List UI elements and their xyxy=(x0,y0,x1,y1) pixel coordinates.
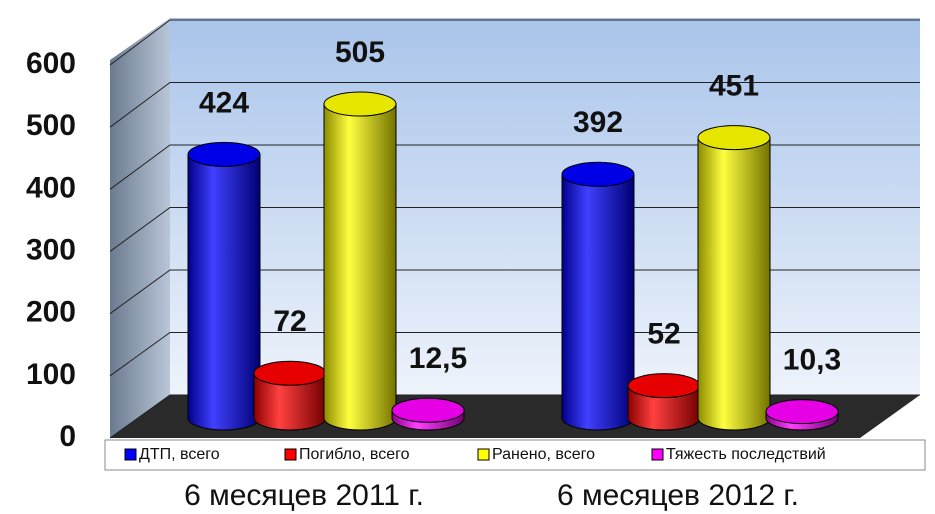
legend-swatch xyxy=(284,448,297,461)
data-label: 392 xyxy=(573,106,623,139)
legend-label: Тяжесть последствий xyxy=(666,446,826,463)
x-tick-label: 6 месяцев 2011 г. xyxy=(184,479,424,512)
data-label: 10,3 xyxy=(783,344,841,377)
bar-top xyxy=(561,161,635,187)
y-tick-label: 100 xyxy=(26,358,76,391)
labels: 0 100 200 300 400 500 600 6 месяцев 2011 г. 424 7… xyxy=(26,36,841,512)
y-tick-label: 0 xyxy=(59,420,76,453)
legend-swatch xyxy=(477,448,490,461)
legend: ДТП, всего Погибло, всего Ранено, всего Тяж… xyxy=(124,446,826,463)
legend-box xyxy=(104,439,926,471)
bar-top xyxy=(253,360,327,386)
bar-top xyxy=(697,125,771,151)
data-label: 72 xyxy=(273,305,306,338)
bar-top xyxy=(627,373,701,399)
grid-line xyxy=(109,144,920,190)
data-label: 451 xyxy=(709,70,759,103)
bar-top xyxy=(187,141,261,167)
y-tick-label: 500 xyxy=(26,109,76,142)
bar xyxy=(187,153,261,431)
legend-swatch xyxy=(124,448,137,461)
grid-line xyxy=(109,269,920,315)
bars xyxy=(187,91,839,431)
legend-label: Ранено, всего xyxy=(492,446,595,463)
data-label: 505 xyxy=(335,36,385,69)
y-tick-label: 600 xyxy=(26,47,76,80)
data-label: 12,5 xyxy=(409,342,467,375)
bar-top xyxy=(391,397,465,423)
grid-line xyxy=(109,19,920,66)
back-wall xyxy=(170,18,920,395)
bar xyxy=(697,137,771,431)
data-label: 52 xyxy=(647,318,680,351)
bar-top xyxy=(765,399,839,425)
y-tick-label: 200 xyxy=(26,296,76,329)
x-tick-label: 6 месяцев 2012 г. xyxy=(557,479,799,512)
grid-line xyxy=(109,82,920,128)
side-wall xyxy=(110,18,170,438)
y-tick-label: 300 xyxy=(26,233,76,266)
data-label: 424 xyxy=(199,86,249,119)
grid-line xyxy=(109,332,920,377)
legend-swatch xyxy=(651,448,664,461)
legend-label: Погибло, всего xyxy=(299,446,410,463)
y-tick-label: 400 xyxy=(26,171,76,204)
legend-label: ДТП, всего xyxy=(139,446,220,463)
grid-line xyxy=(109,207,920,252)
bar-top xyxy=(323,91,397,117)
bar xyxy=(561,173,635,431)
bar xyxy=(323,103,397,431)
